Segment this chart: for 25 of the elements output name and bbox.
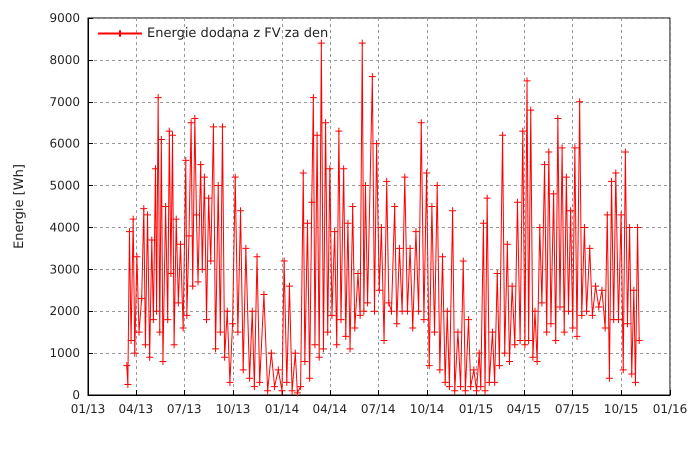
y-tick-label: 8000	[49, 52, 80, 67]
x-tick-label: 01/16	[652, 402, 688, 416]
y-tick-label: 0	[72, 388, 80, 402]
x-tick-label: 10/13	[216, 402, 250, 416]
y-tick-label: 3000	[49, 262, 80, 276]
x-tick-label: 01/15	[458, 402, 494, 416]
y-tick-label: 2000	[49, 304, 80, 318]
y-tick-label: 4000	[49, 220, 80, 234]
y-tick-label: 5000	[49, 178, 80, 193]
x-tick-label: 10/15	[604, 402, 638, 416]
x-tick-label: 04/14	[312, 402, 348, 416]
x-tick-label: 07/14	[360, 402, 396, 416]
x-tick-label: 10/14	[410, 402, 444, 416]
y-tick-label: 7000	[49, 94, 80, 109]
y-axis-title: Energie [Wh]	[12, 164, 27, 249]
x-tick-label: 01/13	[70, 402, 106, 416]
x-tick-label: 07/13	[166, 402, 202, 416]
legend-label: Energie dodana z FV za den	[147, 26, 328, 41]
x-tick-label: 04/15	[506, 402, 542, 416]
x-tick-label: 04/13	[118, 402, 154, 416]
y-tick-label: 9000	[49, 11, 80, 25]
x-tick-label: 07/15	[554, 402, 590, 416]
x-tick-label: 01/14	[264, 402, 300, 416]
y-tick-label: 1000	[49, 346, 80, 360]
y-tick-label: 6000	[49, 136, 80, 151]
